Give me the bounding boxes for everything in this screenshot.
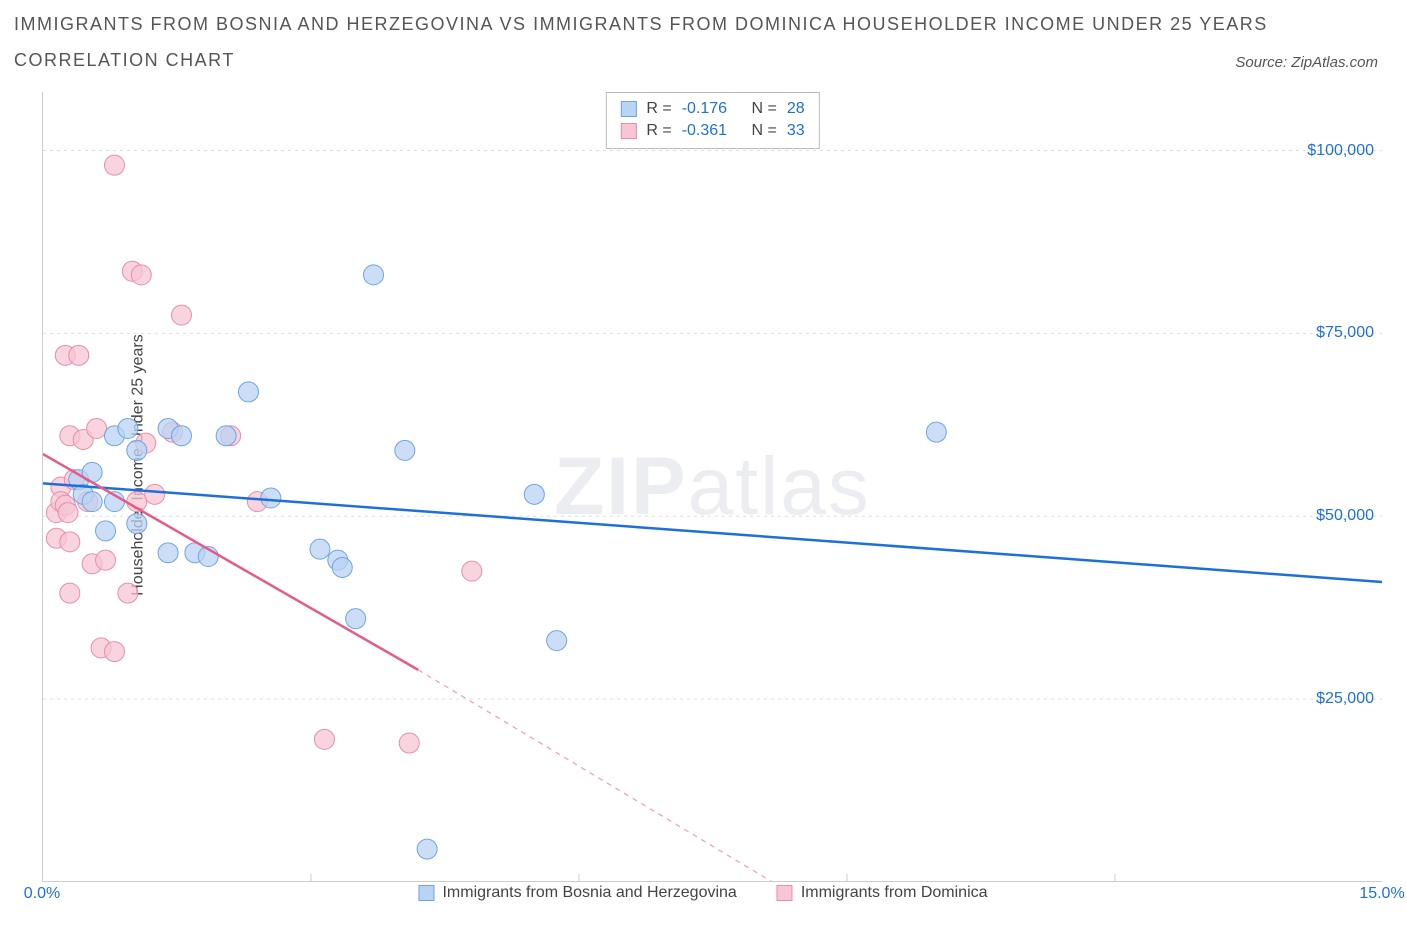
- x-tick-max: 15.0%: [1359, 885, 1404, 903]
- stat-r-label: R =: [646, 98, 671, 120]
- stats-swatch-bosnia: [620, 101, 636, 117]
- legend-item-dominica: Immigrants from Dominica: [777, 884, 988, 902]
- legend-bottom: Immigrants from Bosnia and Herzegovina I…: [418, 884, 987, 902]
- plot-svg: [43, 92, 1382, 882]
- chart-title-line1: IMMIGRANTS FROM BOSNIA AND HERZEGOVINA V…: [14, 14, 1268, 35]
- legend-item-bosnia: Immigrants from Bosnia and Herzegovina: [418, 884, 736, 902]
- stats-row-bosnia: R = -0.176 N = 28: [620, 98, 804, 120]
- stat-n-label: N =: [752, 98, 777, 120]
- legend-swatch-dominica: [777, 885, 793, 901]
- source-name: ZipAtlas.com: [1291, 54, 1378, 71]
- stat-n-bosnia: 28: [787, 98, 805, 120]
- y-tick-50k: $50,000: [1316, 507, 1374, 525]
- stats-legend-box: R = -0.176 N = 28 R = -0.361 N = 33: [605, 92, 819, 149]
- stat-r-bosnia: -0.176: [682, 98, 727, 120]
- source-attribution: Source: ZipAtlas.com: [1235, 54, 1378, 71]
- stat-n-label: N =: [752, 120, 777, 142]
- y-tick-75k: $75,000: [1316, 324, 1374, 342]
- y-tick-100k: $100,000: [1307, 142, 1374, 160]
- x-tick-min: 0.0%: [24, 885, 60, 903]
- stat-r-dominica: -0.361: [682, 120, 727, 142]
- y-tick-25k: $25,000: [1316, 690, 1374, 708]
- stat-n-dominica: 33: [787, 120, 805, 142]
- plot-frame: ZIPatlas R = -0.176 N = 28 R = -0.361 N: [42, 92, 1382, 882]
- chart-title-line2: CORRELATION CHART: [14, 50, 235, 71]
- source-prefix: Source:: [1235, 54, 1291, 71]
- stats-swatch-dominica: [620, 123, 636, 139]
- legend-label-bosnia: Immigrants from Bosnia and Herzegovina: [442, 884, 736, 902]
- legend-label-dominica: Immigrants from Dominica: [801, 884, 988, 902]
- stats-row-dominica: R = -0.361 N = 33: [620, 120, 804, 142]
- stat-r-label: R =: [646, 120, 671, 142]
- plot-area: ZIPatlas R = -0.176 N = 28 R = -0.361 N: [42, 92, 1382, 882]
- legend-swatch-bosnia: [418, 885, 434, 901]
- chart-container: IMMIGRANTS FROM BOSNIA AND HERZEGOVINA V…: [0, 0, 1406, 930]
